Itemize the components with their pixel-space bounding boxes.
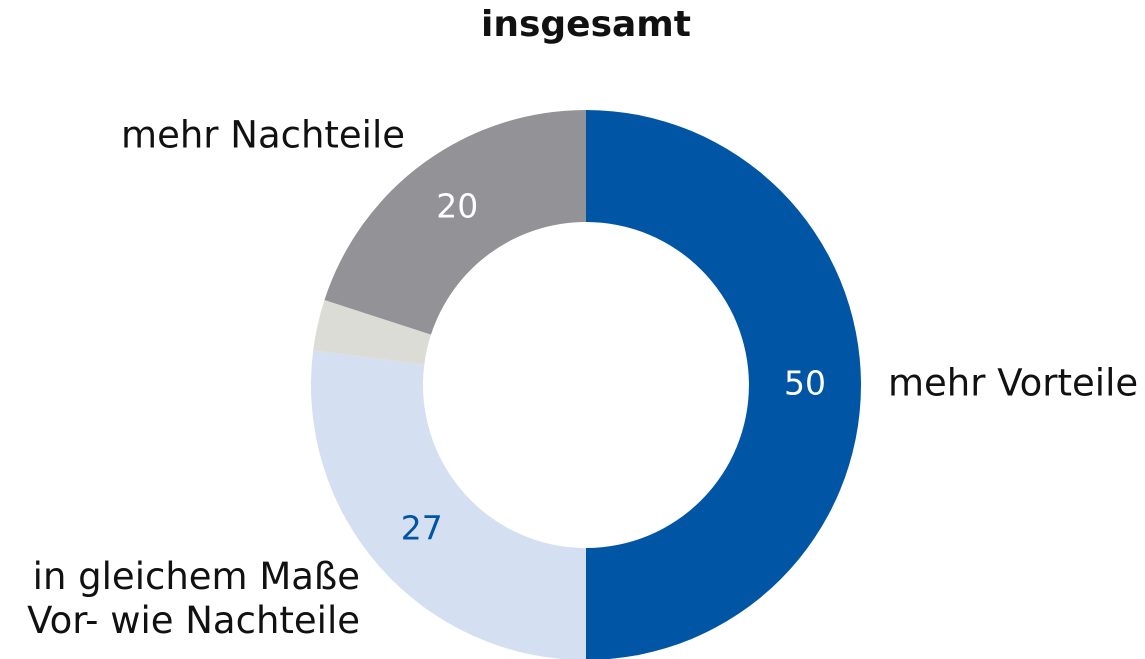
donut-slice <box>313 300 431 365</box>
value-label: 27 <box>401 508 443 547</box>
donut-slice <box>311 350 586 659</box>
category-label: mehr Nachteile <box>121 114 405 157</box>
donut-slice <box>586 110 861 659</box>
category-label: in gleichem Maße Vor- wie Nachteile <box>27 555 360 642</box>
value-label: 50 <box>784 364 826 403</box>
donut-slice <box>324 110 586 335</box>
chart-title: insgesamt <box>481 4 691 45</box>
value-label: 20 <box>436 186 478 225</box>
category-label: mehr Vorteile <box>888 362 1138 405</box>
